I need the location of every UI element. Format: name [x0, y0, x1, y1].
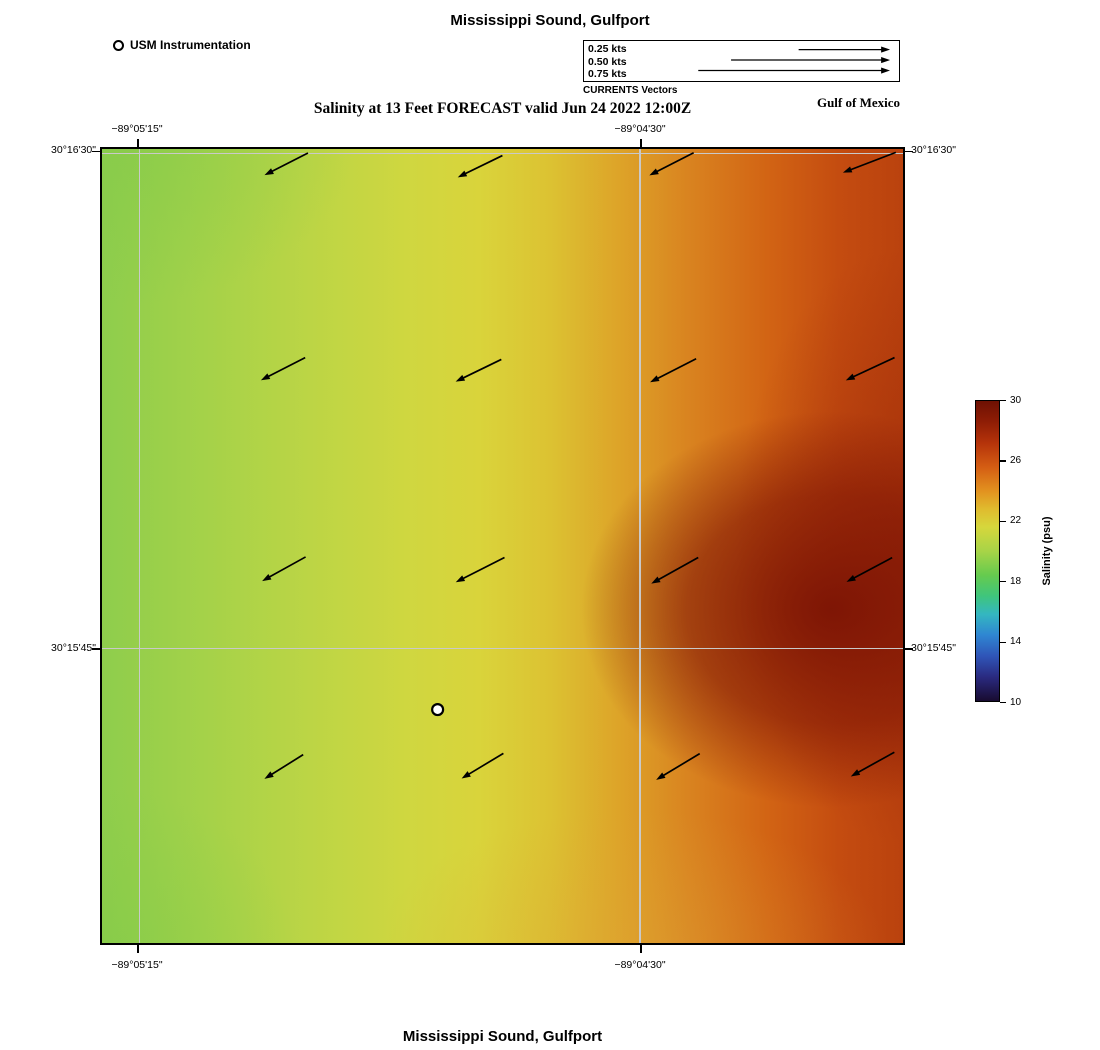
axis-tick-label-lon-top-east: −89°04'30" — [614, 123, 666, 135]
axis-tick-label-lat-left-south: 30°15'45" — [51, 642, 96, 654]
axis-tick-label-lat-right-south: 30°15'45" — [911, 642, 956, 654]
colorbar-tick-label: 26 — [1010, 454, 1022, 466]
station-marker-icon — [113, 39, 124, 51]
colorbar-tick-label: 14 — [1010, 636, 1022, 648]
figure-title-top: Mississippi Sound, Gulfport — [450, 12, 650, 29]
axis-tick — [1000, 702, 1006, 704]
axis-tick — [905, 648, 913, 650]
region-label: Gulf of Mexico — [816, 95, 900, 110]
axis-tick — [1000, 581, 1006, 583]
speed-scale-labels: 0.25 kts 0.50 kts 0.75 kts — [588, 43, 627, 81]
speed-label-025: 0.25 kts — [588, 43, 627, 55]
colorbar — [975, 400, 1000, 702]
currents-legend-box: 0.25 kts 0.50 kts 0.75 kts — [583, 40, 900, 82]
colorbar-tick-label: 30 — [1010, 394, 1022, 406]
axis-tick-label-lon-bottom-east: −89°04'30" — [614, 959, 666, 971]
current-vectors-overlay — [260, 151, 897, 780]
axis-tick — [92, 150, 100, 153]
gridline-meridian — [138, 149, 141, 943]
axis-tick — [1000, 641, 1006, 643]
axis-tick — [640, 945, 642, 953]
station-marker — [431, 703, 445, 717]
axis-tick-label-lat-left-north: 30°16'30" — [51, 144, 96, 156]
axis-tick — [640, 139, 642, 147]
axis-tick — [1000, 520, 1006, 522]
axis-tick — [1000, 400, 1006, 402]
graticule — [102, 149, 903, 943]
axis-tick — [905, 150, 913, 153]
forecast-subtitle: Salinity at 13 Feet FORECAST valid Jun 2… — [313, 100, 692, 117]
axis-tick — [92, 648, 100, 650]
gridline-parallel — [102, 152, 903, 155]
speed-scale-arrows — [698, 46, 891, 74]
axis-tick-label-lon-top-west: −89°05'15" — [111, 123, 163, 135]
axis-tick-label-lon-bottom-west: −89°05'15" — [111, 959, 163, 971]
instrumentation-legend-label: USM Instrumentation — [130, 38, 251, 52]
salinity-heatmap — [100, 147, 905, 945]
axis-tick — [1000, 460, 1006, 462]
colorbar-tick-label: 22 — [1010, 515, 1022, 527]
colorbar-axis-label: Salinity (psu) — [1041, 516, 1053, 586]
speed-label-075: 0.75 kts — [588, 68, 627, 81]
axis-tick — [137, 139, 139, 147]
gridline-parallel — [102, 647, 903, 650]
speed-label-050: 0.50 kts — [588, 55, 627, 68]
gridline-meridian — [639, 149, 641, 943]
currents-legend-title: CURRENTS Vectors — [583, 85, 678, 96]
axis-tick — [137, 945, 139, 953]
colorbar-tick-label: 18 — [1010, 575, 1022, 587]
colorbar-tick-label: 10 — [1010, 696, 1022, 708]
axis-tick-label-lat-right-north: 30°16'30" — [911, 144, 956, 156]
instrumentation-legend: USM Instrumentation — [113, 38, 251, 52]
figure-title-bottom: Mississippi Sound, Gulfport — [402, 1028, 603, 1045]
